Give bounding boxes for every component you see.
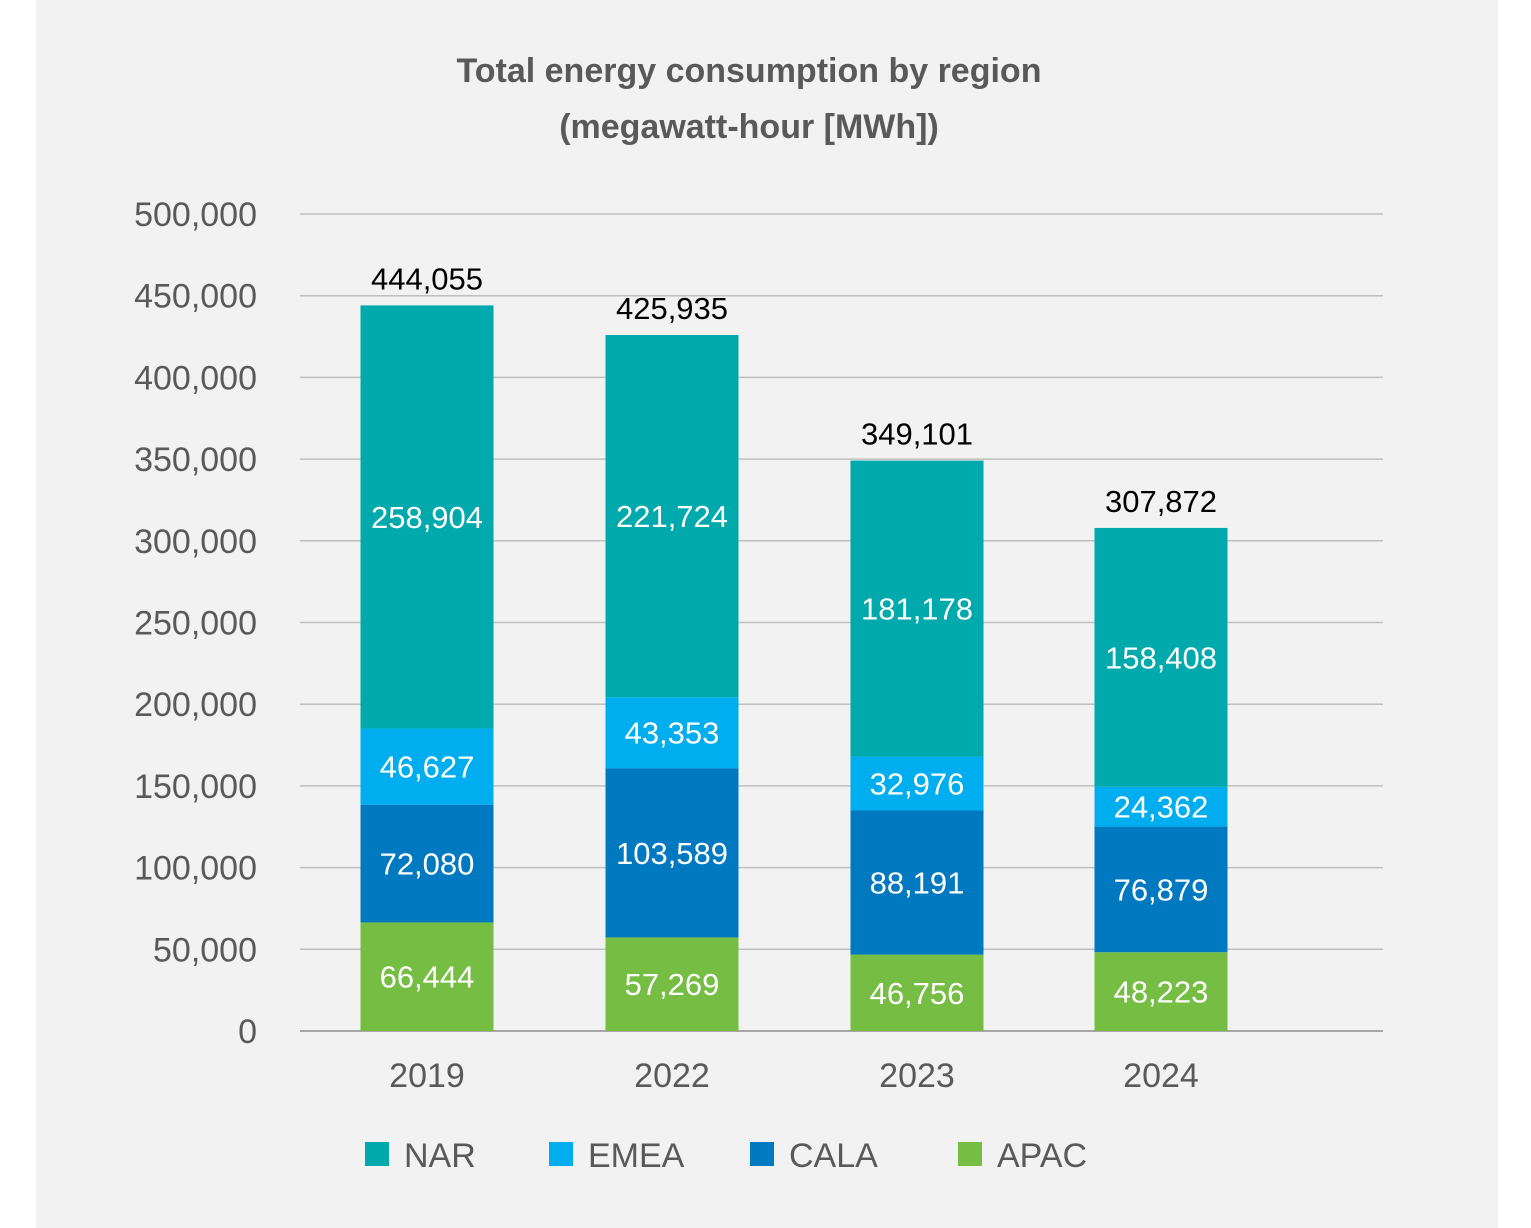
bar-segment-cala-2023 — [850, 810, 984, 955]
data-label-emea-2019: 46,627 — [380, 750, 475, 785]
bar-segment-apac-2023 — [850, 954, 984, 1031]
legend-label-nar: NAR — [404, 1137, 476, 1175]
y-tick-label: 250,000 — [134, 605, 257, 643]
bar-segment-apac-2024 — [1094, 952, 1228, 1031]
data-label-nar-2023: 181,178 — [861, 592, 973, 627]
y-tick-label: 0 — [238, 1013, 257, 1051]
data-label-nar-2019: 258,904 — [371, 500, 483, 535]
data-label-emea-2023: 32,976 — [870, 767, 965, 802]
data-label-emea-2022: 43,353 — [625, 716, 720, 751]
data-label-cala-2023: 88,191 — [870, 866, 965, 901]
y-tick-label: 500,000 — [134, 196, 257, 234]
data-label-apac-2019: 66,444 — [380, 960, 475, 995]
bar-segment-cala-2022 — [605, 768, 739, 938]
bar-segment-nar-2022 — [605, 335, 739, 698]
bar-segment-cala-2019 — [360, 804, 494, 923]
legend-label-apac: APAC — [997, 1137, 1087, 1175]
x-tick-label: 2024 — [1123, 1057, 1199, 1095]
legend-swatch-apac — [958, 1142, 982, 1166]
y-tick-label: 50,000 — [153, 931, 257, 969]
data-label-cala-2024: 76,879 — [1114, 872, 1209, 907]
bar-segment-nar-2019 — [360, 305, 494, 729]
y-tick-label: 400,000 — [134, 359, 257, 397]
chart-title-line-1: Total energy consumption by region — [457, 52, 1042, 90]
bar-segment-emea-2023 — [850, 756, 984, 811]
data-label-apac-2023: 46,756 — [870, 976, 965, 1011]
total-label-2024: 307,872 — [1105, 484, 1217, 519]
legend-swatch-emea — [549, 1142, 573, 1166]
y-tick-label: 150,000 — [134, 768, 257, 806]
y-tick-label: 350,000 — [134, 441, 257, 479]
legend-label-emea: EMEA — [588, 1137, 685, 1175]
legend-label-cala: CALA — [789, 1137, 878, 1175]
y-tick-label: 450,000 — [134, 278, 257, 316]
data-label-apac-2024: 48,223 — [1114, 975, 1209, 1010]
y-tick-label: 200,000 — [134, 686, 257, 724]
total-label-2023: 349,101 — [861, 417, 973, 452]
bar-segment-apac-2019 — [360, 922, 494, 1031]
total-label-2019: 444,055 — [371, 261, 483, 296]
data-label-emea-2024: 24,362 — [1114, 790, 1209, 825]
chart-title-line-2: (megawatt-hour [MWh]) — [559, 108, 939, 146]
legend-swatch-cala — [750, 1142, 774, 1166]
x-tick-label: 2019 — [389, 1057, 465, 1095]
chart-panel — [36, 0, 1498, 1228]
x-tick-label: 2023 — [879, 1057, 955, 1095]
total-label-2022: 425,935 — [616, 291, 728, 326]
bar-segment-apac-2022 — [605, 937, 739, 1031]
data-label-nar-2024: 158,408 — [1105, 640, 1217, 675]
bar-segment-cala-2024 — [1094, 826, 1228, 953]
data-label-apac-2022: 57,269 — [625, 967, 720, 1002]
x-tick-label: 2022 — [634, 1057, 710, 1095]
data-label-cala-2019: 72,080 — [380, 847, 475, 882]
data-label-nar-2022: 221,724 — [616, 499, 728, 534]
bar-segment-nar-2024 — [1094, 527, 1228, 787]
bar-segment-emea-2024 — [1094, 786, 1228, 827]
legend-swatch-nar — [365, 1142, 389, 1166]
y-tick-label: 100,000 — [134, 850, 257, 888]
bar-segment-emea-2022 — [605, 697, 739, 769]
bar-segment-nar-2023 — [850, 460, 984, 757]
y-tick-label: 300,000 — [134, 523, 257, 561]
bar-segment-emea-2019 — [360, 728, 494, 805]
data-label-cala-2022: 103,589 — [616, 836, 728, 871]
